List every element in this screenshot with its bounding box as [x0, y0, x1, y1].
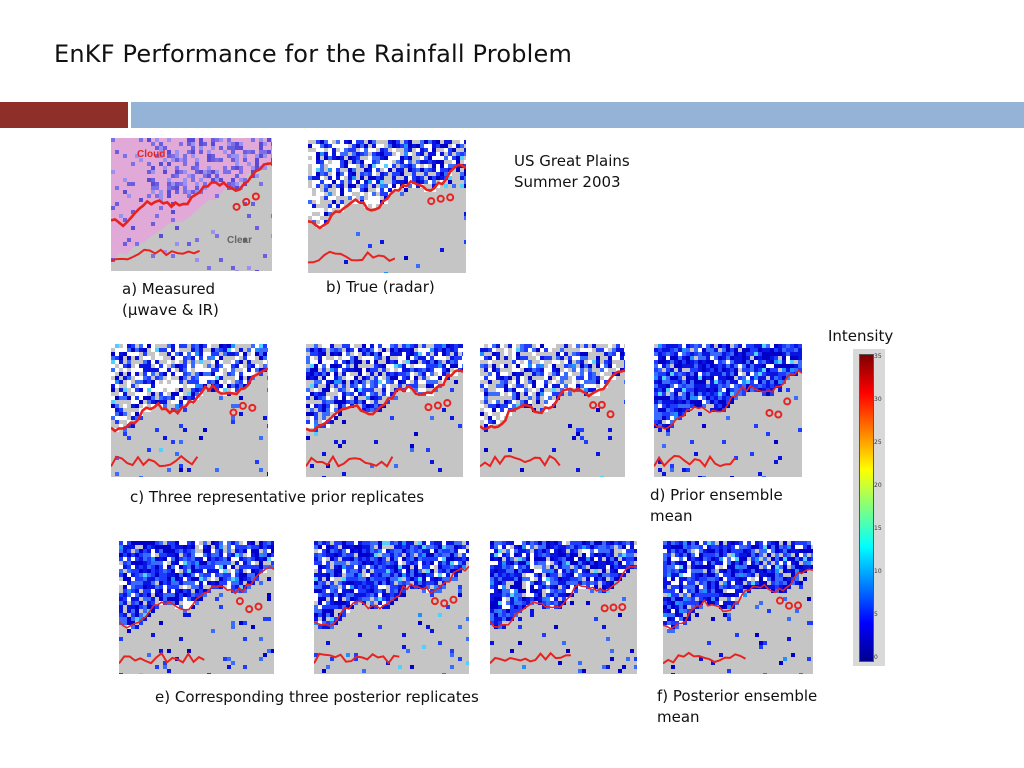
panel-c-prior-replicate-2 — [306, 344, 463, 477]
rainfall-map — [654, 344, 802, 477]
colorbar-tick: 30 — [874, 396, 882, 403]
rainfall-map — [111, 344, 268, 477]
rainfall-map: Cloud Clear — [111, 138, 272, 271]
slide-title: EnKF Performance for the Rainfall Proble… — [54, 40, 573, 68]
colorbar-tick: 0 — [874, 654, 878, 661]
colorbar-tick: 35 — [874, 353, 882, 360]
panel-e-posterior-replicate-2 — [314, 541, 469, 674]
colorbar-label: Intensity — [828, 327, 894, 345]
panel-c-prior-replicate-1 — [111, 344, 268, 477]
caption-d: d) Prior ensemble mean — [650, 486, 783, 525]
panel-a-measured: Cloud Clear — [111, 138, 272, 271]
rainfall-map — [490, 541, 637, 674]
panel-f-posterior-mean — [663, 541, 813, 674]
caption-f: f) Posterior ensemble mean — [657, 687, 818, 726]
caption-region: US Great Plains Summer 2003 — [514, 152, 630, 191]
rainfall-map — [480, 344, 625, 477]
colorbar-gradient — [859, 354, 874, 662]
caption-a: a) Measured (µwave & IR) — [122, 280, 219, 319]
rainfall-map — [308, 140, 466, 273]
title-accent-bar — [0, 102, 128, 128]
panel-e-posterior-replicate-3 — [490, 541, 637, 674]
caption-c: c) Three representative prior replicates — [130, 488, 425, 506]
colorbar-tick: 15 — [874, 525, 882, 532]
rainfall-map — [306, 344, 463, 477]
panel-b-true-radar — [308, 140, 466, 273]
panel-e-posterior-replicate-1 — [119, 541, 274, 674]
panel-d-prior-mean — [654, 344, 802, 477]
colorbar-tick: 20 — [874, 482, 882, 489]
colorbar-tick: 25 — [874, 439, 882, 446]
panel-c-prior-replicate-3 — [480, 344, 625, 477]
cloud-label: Cloud — [137, 149, 165, 160]
caption-e: e) Corresponding three posterior replica… — [155, 688, 479, 706]
colorbar-tick: 10 — [874, 568, 882, 575]
rainfall-map — [663, 541, 813, 674]
rainfall-map — [119, 541, 274, 674]
caption-b: b) True (radar) — [326, 278, 435, 296]
title-band-bar — [131, 102, 1024, 128]
rainfall-map — [314, 541, 469, 674]
intensity-colorbar: 35 30 25 20 15 10 5 0 — [853, 349, 885, 666]
clear-label: Clear — [227, 235, 252, 246]
colorbar-tick: 5 — [874, 611, 878, 618]
